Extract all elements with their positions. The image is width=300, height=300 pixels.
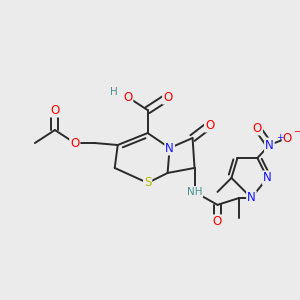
Text: O: O: [70, 136, 80, 149]
Text: N: N: [263, 171, 272, 184]
Text: O: O: [50, 103, 59, 117]
Text: H: H: [110, 87, 118, 97]
Text: −: −: [292, 127, 300, 136]
Text: NH: NH: [187, 187, 202, 197]
Text: O: O: [283, 131, 292, 145]
Text: N: N: [247, 191, 256, 204]
Text: S: S: [144, 176, 151, 189]
Text: O: O: [213, 215, 222, 228]
Text: +: +: [276, 133, 283, 142]
Text: O: O: [253, 122, 262, 135]
Text: O: O: [205, 118, 214, 132]
Text: N: N: [265, 139, 274, 152]
Text: O: O: [123, 91, 132, 103]
Text: N: N: [165, 142, 174, 154]
Text: O: O: [163, 91, 172, 103]
